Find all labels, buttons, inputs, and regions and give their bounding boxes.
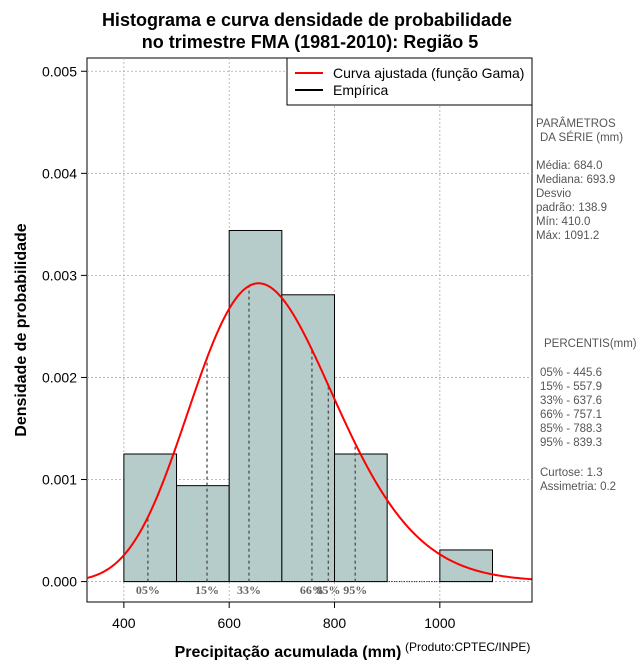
y-tick-label: 0.003	[42, 267, 77, 283]
y-tick-label: 0.005	[42, 63, 77, 79]
legend: Curva ajustada (função Gama) Empírica	[286, 57, 533, 106]
stat-kurtosis: Curtose: 1.3	[540, 467, 603, 479]
x-tick-label: 600	[218, 615, 242, 631]
percentiles-panel: PERCENTIS(mm) 05% - 445.6 15% - 557.9 33…	[540, 338, 637, 493]
percentile-labels: 05% 15% 33% 66%85% 95%	[136, 583, 367, 597]
percentil-33: 33% - 637.6	[540, 395, 602, 407]
y-axis: 0.000 0.001 0.002 0.003 0.004 0.005	[42, 63, 87, 590]
histogram-bars	[123, 229, 494, 583]
x-tick-label: 400	[112, 615, 136, 631]
percentile-label: 05%	[136, 583, 160, 597]
stat-skewness: Assimetria: 0.2	[540, 481, 616, 493]
legend-empirical-label: Empírica	[333, 82, 388, 98]
params-title-line-1: PARÂMETROS	[536, 117, 616, 130]
param-max: Máx: 1091.2	[536, 230, 599, 242]
histogram-bar	[439, 549, 494, 583]
percentile-label: 95%	[343, 583, 367, 597]
param-sd-label: Desvio	[536, 188, 571, 200]
param-median: Mediana: 693.9	[536, 174, 615, 186]
credit-label: (Produto:CPTEC/INPE)	[405, 640, 530, 654]
y-tick-label: 0.002	[42, 369, 77, 385]
y-tick-label: 0.004	[42, 165, 77, 181]
percentil-66: 66% - 757.1	[540, 409, 602, 421]
x-axis: 400 600 800 1000	[112, 602, 456, 631]
percentile-label: 33%	[237, 583, 261, 597]
percentil-85: 85% - 788.3	[540, 423, 602, 435]
params-title-line-2: DA SÉRIE (mm)	[540, 131, 623, 144]
param-mean: Média: 684.0	[536, 160, 603, 172]
chart-title-line-2: no trimestre FMA (1981-2010): Região 5	[142, 32, 478, 52]
x-tick-label: 800	[323, 615, 347, 631]
series-parameters-panel: PARÂMETROS DA SÉRIE (mm) Média: 684.0 Me…	[536, 117, 623, 242]
y-tick-label: 0.001	[42, 472, 77, 488]
fitted-curve-layer	[86, 282, 532, 581]
histogram-bar	[334, 453, 388, 583]
histogram-bar	[281, 294, 336, 583]
param-sd-value: padrão: 138.9	[536, 202, 607, 214]
x-tick-label: 1000	[424, 615, 455, 631]
percentil-15: 15% - 557.9	[540, 381, 602, 393]
x-axis-label: Precipitação acumulada (mm)	[175, 644, 402, 660]
percentile-label: 85%	[316, 583, 340, 597]
percentile-label: 15%	[195, 583, 219, 597]
percentile-label: 66%	[300, 583, 324, 597]
legend-box	[286, 57, 533, 106]
percentil-05: 05% - 445.6	[540, 367, 602, 379]
percentis-title: PERCENTIS(mm)	[544, 338, 637, 350]
y-tick-label: 0.000	[42, 574, 77, 590]
percentil-95: 95% - 839.3	[540, 437, 602, 449]
chart-title-line-1: Histograma e curva densidade de probabil…	[102, 10, 512, 30]
legend-curve-label: Curva ajustada (função Gama)	[333, 65, 524, 81]
histogram-bar	[176, 485, 230, 583]
y-axis-label: Densidade de probabilidade	[13, 223, 30, 436]
param-min: Mín: 410.0	[536, 216, 590, 228]
fitted-gamma-curve	[86, 282, 532, 581]
percentile-lines	[147, 285, 356, 582]
histogram-bar	[123, 453, 178, 583]
